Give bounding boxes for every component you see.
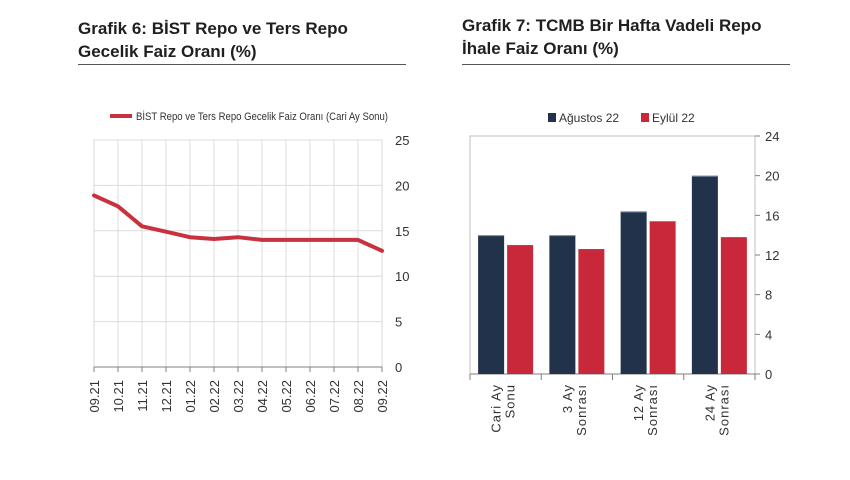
y-tick-label: 20 bbox=[395, 178, 409, 193]
x-tick-label: 04.22 bbox=[255, 380, 270, 413]
y-tick-label: 12 bbox=[765, 248, 779, 263]
bar bbox=[549, 235, 576, 374]
y-tick-label: 5 bbox=[395, 315, 402, 330]
bar bbox=[691, 175, 718, 374]
x-tick-label: 11.21 bbox=[135, 380, 150, 412]
x-tick-label: 09.22 bbox=[375, 380, 390, 413]
series-line bbox=[92, 193, 384, 253]
x-tick-label: 05.22 bbox=[279, 380, 294, 413]
y-tick-label: 25 bbox=[395, 133, 409, 148]
legend-label: Ağustos 22 bbox=[559, 111, 619, 125]
x-tick-label-line: Sonu bbox=[503, 384, 518, 418]
y-tick-label: 20 bbox=[765, 169, 779, 184]
y-tick-label: 0 bbox=[765, 367, 772, 382]
x-tick-label-line: Sonrası bbox=[645, 384, 660, 436]
chart-6-title: Grafik 6: BİST Repo ve Ters Repo Gecelik… bbox=[78, 19, 348, 61]
y-tick-label: 10 bbox=[395, 269, 409, 284]
x-tick-label: 12.21 bbox=[159, 380, 174, 413]
y-tick-label: 24 bbox=[765, 129, 779, 144]
x-tick-label: 06.22 bbox=[303, 380, 318, 413]
legend-label: BİST Repo ve Ters Repo Gecelik Faiz Oran… bbox=[136, 110, 388, 123]
line-chart-repo-rate: 0 5 10 15 20 25 09.21 10.21 11.21 12.21 01.22 02.22… bbox=[87, 110, 409, 413]
y-tick-label: 0 bbox=[395, 360, 402, 375]
x-tick-label-line: 12 Ay bbox=[631, 384, 646, 421]
x-tick-label: 09.21 bbox=[87, 380, 102, 413]
x-tick-label: 08.22 bbox=[351, 380, 366, 413]
x-tick-label: 12 AySonrası bbox=[631, 384, 660, 436]
x-tick-label: Cari AySonu bbox=[489, 384, 518, 433]
bar bbox=[507, 245, 534, 374]
legend-swatch bbox=[548, 113, 556, 122]
bar bbox=[478, 235, 505, 374]
x-tick-label: 07.22 bbox=[327, 380, 342, 413]
x-tick-label-line: Sonrası bbox=[574, 384, 589, 436]
y-tick-label: 15 bbox=[395, 224, 409, 239]
x-tick-label: 03.22 bbox=[231, 380, 246, 413]
x-tick-label-line: Sonrası bbox=[716, 384, 731, 436]
x-tick-label: 02.22 bbox=[207, 380, 222, 413]
x-tick-label-line: Cari Ay bbox=[489, 384, 504, 433]
legend-swatch bbox=[641, 113, 649, 122]
y-tick-label: 8 bbox=[765, 288, 772, 303]
bar bbox=[620, 211, 647, 374]
y-tick-label: 4 bbox=[765, 327, 772, 342]
bar bbox=[649, 221, 676, 374]
x-tick-label-line: 3 Ay bbox=[560, 384, 575, 413]
chart-6-title-rule bbox=[78, 64, 406, 65]
x-tick-label: 10.21 bbox=[111, 380, 126, 413]
legend-label: Eylül 22 bbox=[652, 111, 695, 125]
y-tick-label: 16 bbox=[765, 208, 779, 223]
bar bbox=[578, 249, 605, 374]
x-tick-label-line: 24 Ay bbox=[702, 384, 717, 421]
x-tick-label: 3 AySonrası bbox=[560, 384, 589, 436]
chart-7-title-rule bbox=[462, 64, 790, 65]
bar bbox=[720, 237, 747, 374]
x-tick-label: 24 AySonrası bbox=[702, 384, 731, 436]
x-tick-label: 01.22 bbox=[183, 380, 198, 413]
chart-7-title: Grafik 7: TCMB Bir Hafta Vadeli Repo İha… bbox=[462, 16, 762, 58]
